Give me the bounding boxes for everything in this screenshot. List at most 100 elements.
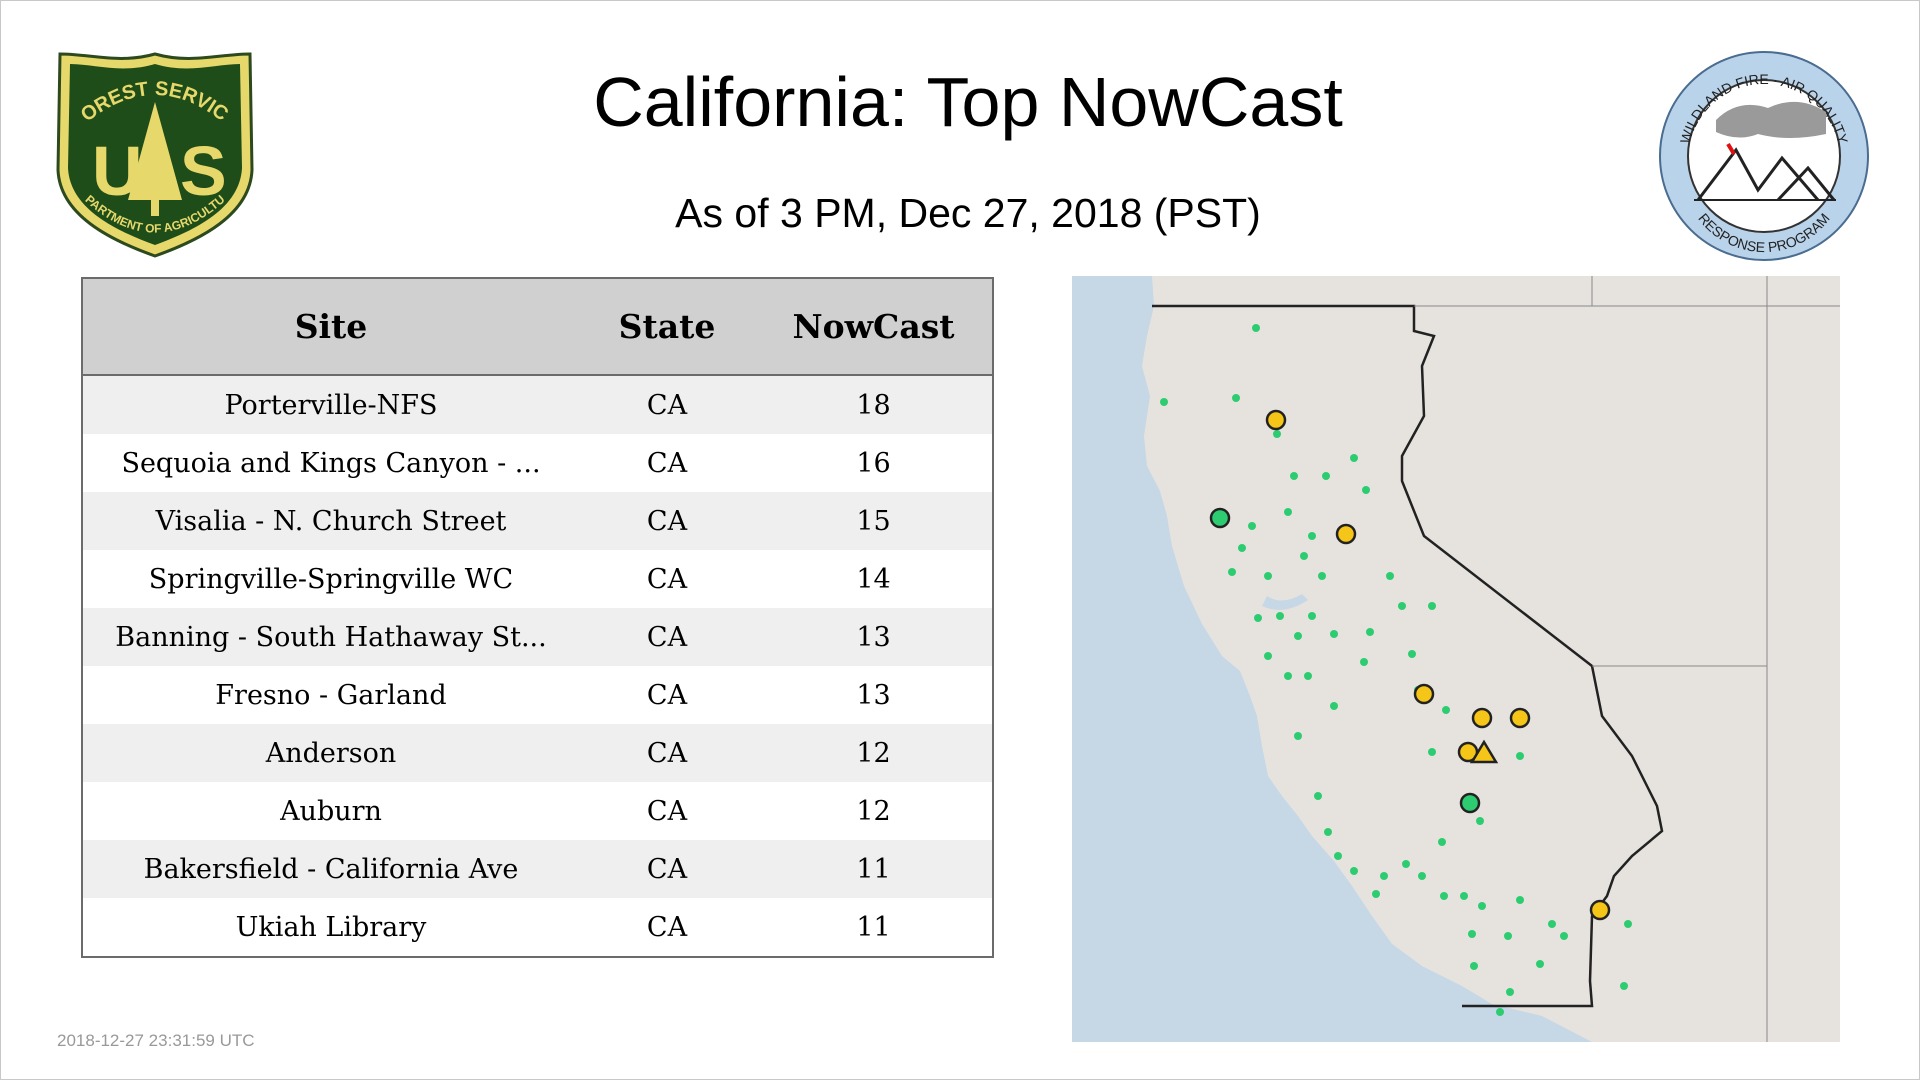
nowcast-table: Site State NowCast Porterville-NFS CA 18… [81, 277, 994, 958]
site-marker-good [1322, 472, 1330, 480]
cell-state: CA [579, 375, 755, 434]
table-row: Fresno - Garland CA 13 [83, 666, 992, 724]
cell-nowcast: 12 [755, 782, 992, 840]
cell-nowcast: 13 [755, 608, 992, 666]
site-marker-good [1324, 828, 1332, 836]
site-marker-good [1232, 394, 1240, 402]
site-marker-good [1504, 932, 1512, 940]
forest-service-shield-icon: FOREST SERVICE U S DEPARTMENT OF AGRICUL… [50, 50, 254, 258]
site-marker-good [1300, 552, 1308, 560]
site-marker-moderate [1589, 899, 1611, 921]
cell-site: Auburn [83, 782, 579, 840]
table-row: Banning - South Hathaway St... CA 13 [83, 608, 992, 666]
column-header-site: Site [83, 279, 579, 376]
cell-site: Porterville-NFS [83, 375, 579, 434]
site-marker-good [1350, 867, 1358, 875]
site-marker-moderate [1413, 683, 1435, 705]
site-marker-good [1238, 544, 1246, 552]
wildland-fire-air-quality-icon: WILDLAND FIRE · AIR QUALITY RESPONSE PRO… [1659, 51, 1869, 261]
cell-nowcast: 18 [755, 375, 992, 434]
cell-site: Sequoia and Kings Canyon - ... [83, 434, 579, 492]
site-marker-good [1360, 658, 1368, 666]
svg-text:S: S [180, 132, 227, 210]
column-header-nowcast: NowCast [755, 279, 992, 376]
site-marker-good [1620, 982, 1628, 990]
cell-nowcast: 13 [755, 666, 992, 724]
cell-nowcast: 16 [755, 434, 992, 492]
highlighted-sites [1209, 409, 1611, 921]
site-marker-good [1264, 652, 1272, 660]
cell-state: CA [579, 898, 755, 956]
site-marker-good [1560, 932, 1568, 940]
site-marker-good [1160, 398, 1168, 406]
site-marker-good [1398, 602, 1406, 610]
site-marker-moderate [1265, 409, 1287, 431]
site-marker-good [1248, 522, 1256, 530]
state-border-nevada-oregon [1414, 276, 1840, 1042]
site-marker-good [1468, 930, 1476, 938]
cell-site: Fresno - Garland [83, 666, 579, 724]
cell-nowcast: 15 [755, 492, 992, 550]
site-marker-moderate-triangle [1469, 739, 1499, 764]
site-marker-good [1516, 896, 1524, 904]
site-marker-good [1428, 748, 1436, 756]
cell-state: CA [579, 666, 755, 724]
cell-state: CA [579, 724, 755, 782]
site-marker-good [1428, 602, 1436, 610]
table-row: Springville-Springville WC CA 14 [83, 550, 992, 608]
california-air-quality-map [1072, 276, 1840, 1042]
good-sites [1160, 324, 1632, 1016]
table-row: Sequoia and Kings Canyon - ... CA 16 [83, 434, 992, 492]
site-marker-good-large [1459, 792, 1481, 814]
site-marker-good [1308, 612, 1316, 620]
cell-state: CA [579, 782, 755, 840]
cell-site: Banning - South Hathaway St... [83, 608, 579, 666]
site-marker-good [1386, 572, 1394, 580]
site-marker-good [1228, 568, 1236, 576]
cell-nowcast: 11 [755, 898, 992, 956]
cell-site: Visalia - N. Church Street [83, 492, 579, 550]
bay-water [1262, 594, 1308, 610]
site-marker-good [1308, 532, 1316, 540]
site-marker-moderate [1471, 707, 1493, 729]
land-area [1142, 276, 1840, 1042]
site-marker-good [1408, 650, 1416, 658]
site-marker-moderate [1509, 707, 1531, 729]
site-marker-good [1418, 872, 1426, 880]
site-marker-good [1506, 988, 1514, 996]
page-title: California: Top NowCast [593, 63, 1343, 141]
site-marker-good [1273, 430, 1281, 438]
column-header-state: State [579, 279, 755, 376]
site-marker-good [1516, 752, 1524, 760]
table-header-row: Site State NowCast [83, 279, 992, 376]
cell-site: Springville-Springville WC [83, 550, 579, 608]
site-marker-good [1476, 817, 1484, 825]
site-marker-good [1470, 962, 1478, 970]
table-row: Porterville-NFS CA 18 [83, 375, 992, 434]
site-marker-good [1264, 572, 1272, 580]
site-marker-good [1362, 486, 1370, 494]
site-marker-good [1314, 792, 1322, 800]
site-marker-good [1350, 454, 1358, 462]
site-marker-good [1438, 838, 1446, 846]
cell-nowcast: 11 [755, 840, 992, 898]
site-marker-moderate [1335, 523, 1357, 545]
table-row: Visalia - N. Church Street CA 15 [83, 492, 992, 550]
site-marker-good [1460, 892, 1468, 900]
table-row: Bakersfield - California Ave CA 11 [83, 840, 992, 898]
cell-site: Bakersfield - California Ave [83, 840, 579, 898]
site-marker-good [1294, 732, 1302, 740]
site-marker-good [1284, 672, 1292, 680]
site-marker-good [1284, 508, 1292, 516]
site-marker-good [1304, 672, 1312, 680]
site-marker-good [1548, 920, 1556, 928]
site-marker-good [1496, 1008, 1504, 1016]
site-marker-good [1254, 614, 1262, 622]
site-marker-good [1440, 892, 1448, 900]
site-marker-good [1372, 890, 1380, 898]
site-marker-good [1442, 706, 1450, 714]
cell-state: CA [579, 840, 755, 898]
site-marker-good [1536, 960, 1544, 968]
site-marker-good [1252, 324, 1260, 332]
table-row: Anderson CA 12 [83, 724, 992, 782]
